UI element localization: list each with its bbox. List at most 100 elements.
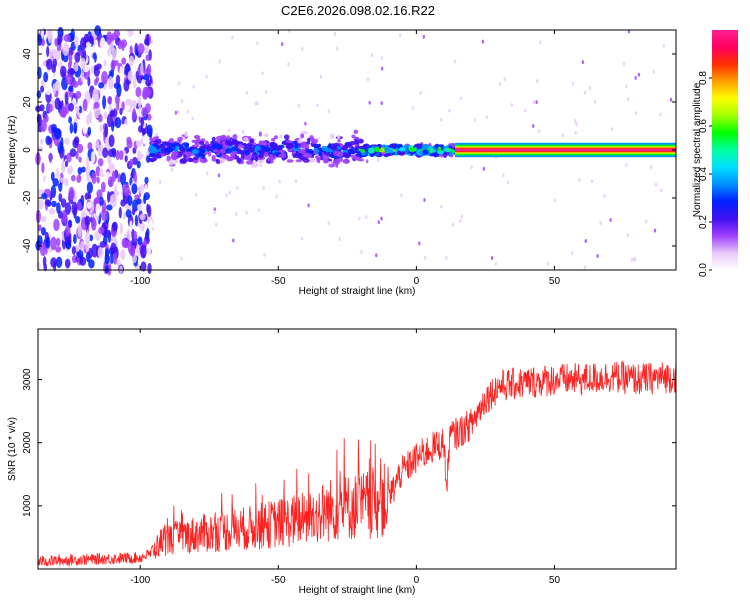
spectrogram-cell bbox=[110, 60, 116, 71]
spectrogram-cell bbox=[524, 108, 527, 113]
spectrogram-cell bbox=[45, 87, 52, 96]
snr-frame bbox=[37, 328, 677, 570]
spectrogram-cell bbox=[154, 139, 160, 145]
spectrogram-cell bbox=[255, 145, 261, 151]
spectrogram-cell bbox=[85, 231, 91, 245]
spectrogram-cell bbox=[297, 103, 301, 108]
spectrogram-cell bbox=[111, 97, 115, 111]
spectrogram-cell bbox=[206, 171, 209, 176]
spectrogram-cell bbox=[307, 149, 314, 154]
spectrogram-cell bbox=[75, 216, 81, 224]
spectrogram-cell bbox=[121, 57, 127, 65]
spectrogram-cell bbox=[58, 193, 63, 203]
spectrogram-y-tick-label: -20 bbox=[22, 190, 33, 205]
spectrogram-cell bbox=[593, 99, 597, 104]
spectrogram-data bbox=[35, 25, 676, 276]
spectrogram-cell bbox=[192, 84, 195, 89]
spectrogram-cell bbox=[422, 34, 425, 39]
spectrogram-cell bbox=[80, 37, 87, 51]
snr-y-tick-label: 2000 bbox=[22, 431, 33, 454]
spectrogram-y-ticks: -40 -20 0 20 40 bbox=[22, 48, 676, 253]
spectrogram-carrier-band bbox=[455, 148, 676, 152]
spectrogram-cell bbox=[298, 152, 302, 157]
spectrogram-cell bbox=[193, 156, 199, 161]
spectrogram-cell bbox=[99, 241, 107, 248]
snr-x-label: Height of straight line (km) bbox=[299, 585, 416, 596]
spectrogram-cell bbox=[133, 230, 137, 241]
spectrogram-cell bbox=[180, 256, 183, 261]
spectrogram-cell bbox=[95, 76, 100, 83]
spectrogram-cell bbox=[270, 156, 276, 160]
spectrogram-cell bbox=[654, 182, 658, 187]
spectrogram-cell bbox=[305, 144, 309, 150]
spectrogram-cell bbox=[662, 43, 665, 48]
spectrogram-cell bbox=[330, 146, 338, 151]
spectrogram-cell bbox=[125, 98, 132, 106]
spectrogram-cell bbox=[41, 193, 48, 200]
spectrogram-cell bbox=[311, 138, 318, 144]
spectrogram-cell bbox=[625, 162, 628, 167]
spectrogram-cell bbox=[96, 176, 100, 184]
spectrogram-cell bbox=[377, 158, 380, 162]
spectrogram-cell bbox=[503, 77, 506, 82]
spectrogram-cell bbox=[137, 236, 143, 246]
spectrogram-cell bbox=[205, 140, 209, 146]
spectrogram-cell bbox=[263, 252, 266, 257]
spectrogram-cell bbox=[583, 90, 587, 95]
spectrogram-cell bbox=[609, 218, 612, 222]
spectrogram-cell bbox=[271, 138, 276, 142]
spectrogram-cell bbox=[98, 114, 103, 123]
spectrogram-cell bbox=[106, 191, 111, 203]
spectrogram-cell bbox=[87, 142, 93, 150]
spectrogram-cell bbox=[231, 35, 234, 40]
spectrogram-cell bbox=[64, 137, 70, 145]
spectrogram-cell bbox=[634, 75, 637, 80]
colorbar-tick-label: 0.2 bbox=[698, 215, 709, 229]
spectrogram-cell bbox=[411, 105, 414, 110]
spectrogram-cell bbox=[225, 193, 228, 198]
spectrogram-cell bbox=[58, 210, 63, 219]
spectrogram-cell bbox=[69, 122, 74, 134]
spectrogram-cell bbox=[213, 207, 216, 212]
spectrogram-cell bbox=[328, 142, 332, 149]
spectrogram-cell bbox=[273, 135, 278, 140]
spectrogram-cell bbox=[121, 123, 128, 131]
spectrogram-cell bbox=[107, 176, 114, 188]
spectrogram-cell bbox=[102, 165, 107, 175]
spectrogram-cell bbox=[437, 146, 442, 152]
spectrogram-cell bbox=[338, 157, 344, 162]
spectrogram-cell bbox=[490, 256, 494, 260]
spectrogram-cell bbox=[184, 151, 193, 157]
spectrogram-cell bbox=[199, 158, 208, 163]
spectrogram-cell bbox=[103, 59, 107, 68]
spectrogram-cell bbox=[143, 192, 150, 201]
spectrogram-cell bbox=[112, 221, 118, 232]
spectrogram-cell bbox=[596, 254, 599, 258]
spectrogram-cell bbox=[170, 167, 174, 172]
spectrogram-cell bbox=[73, 122, 78, 134]
spectrogram-cell bbox=[40, 119, 47, 132]
spectrogram-cell bbox=[494, 261, 497, 266]
spectrogram-cell bbox=[50, 171, 55, 182]
spectrogram-cell bbox=[416, 143, 423, 149]
spectrogram-cell bbox=[335, 46, 339, 51]
spectrogram-cell bbox=[155, 136, 159, 140]
spectrogram-cell bbox=[226, 135, 230, 141]
spectrogram-cell bbox=[149, 158, 155, 163]
spectrogram-cell bbox=[106, 31, 113, 45]
spectrogram-cell bbox=[177, 136, 183, 142]
spectrogram-cell bbox=[145, 54, 150, 62]
spectrogram-cell bbox=[301, 46, 304, 51]
spectrogram-cell bbox=[74, 52, 81, 63]
spectrogram-cell bbox=[502, 173, 505, 178]
spectrogram-cell bbox=[142, 134, 148, 145]
spectrogram-cell bbox=[136, 160, 141, 169]
spectrogram-x-tick-label: 50 bbox=[549, 276, 561, 287]
spectrogram-cell bbox=[74, 105, 80, 112]
spectrogram-cell bbox=[43, 60, 47, 67]
spectrogram-cell bbox=[237, 148, 241, 155]
spectrogram-cell bbox=[79, 113, 86, 121]
spectrogram-cell bbox=[36, 90, 42, 99]
spectrogram-cell bbox=[52, 178, 59, 187]
spectrogram-cell bbox=[37, 34, 42, 46]
